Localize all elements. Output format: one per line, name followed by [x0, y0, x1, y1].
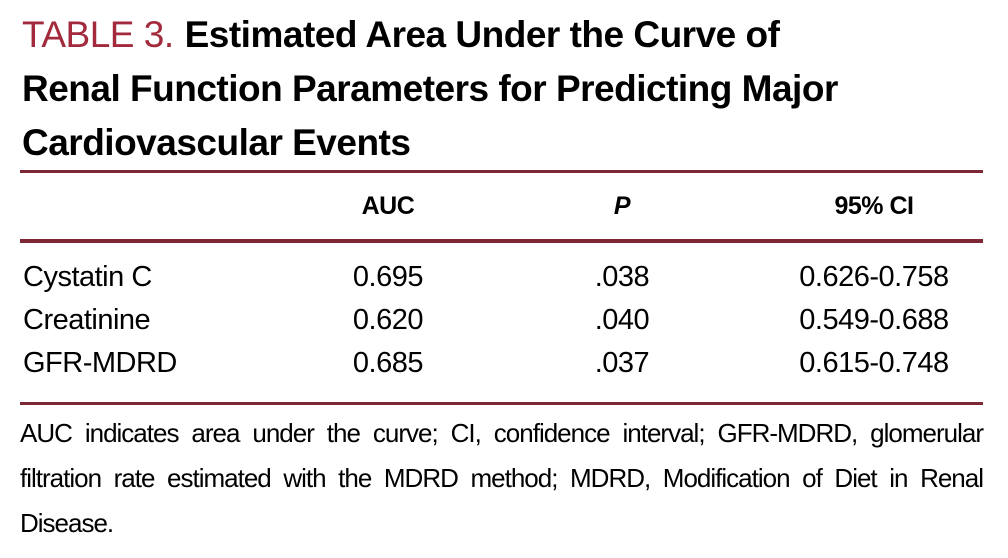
title-line-1: TABLE 3. Estimated Area Under the Curve o…: [22, 8, 1008, 62]
data-table: AUC P 95% CI Cystatin C 0.695 .038 0.626…: [20, 170, 983, 405]
cell-auc: 0.695: [352, 261, 424, 293]
table-number: TABLE 3.: [22, 14, 174, 55]
table-row-gfr-mdrd: GFR-MDRD 0.685 .037 0.615-0.748: [20, 342, 983, 385]
cell-p-value: .040: [594, 304, 650, 336]
column-header-p: P: [613, 191, 631, 220]
cell-parameter: Creatinine: [23, 304, 151, 336]
table-row-cystatin-c: Cystatin C 0.695 .038 0.626-0.758: [20, 256, 983, 299]
title-text-1: Estimated Area Under the Curve of: [184, 14, 780, 55]
cell-p-value: .038: [594, 261, 650, 293]
cell-p-value: .037: [594, 347, 650, 379]
cell-parameter: Cystatin C: [23, 261, 152, 293]
table-title: TABLE 3. Estimated Area Under the Curve o…: [22, 8, 1008, 170]
column-header-auc: AUC: [361, 191, 415, 220]
journal-table-figure: TABLE 3. Estimated Area Under the Curve o…: [20, 8, 1008, 538]
title-line-2: Renal Function Parameters for Predicting…: [22, 68, 838, 109]
cell-auc: 0.620: [352, 304, 424, 336]
table-footnote: AUC indicates area under the curve; CI, …: [20, 418, 984, 538]
title-line-3: Cardiovascular Events: [22, 122, 411, 163]
table-row-creatinine: Creatinine 0.620 .040 0.549-0.688: [20, 299, 983, 342]
table-body: Cystatin C 0.695 .038 0.626-0.758 Creati…: [20, 243, 983, 405]
column-header-ci: 95% CI: [834, 191, 914, 220]
cell-ci: 0.549-0.688: [799, 304, 949, 336]
header-row: AUC P 95% CI: [20, 170, 983, 243]
cell-auc: 0.685: [352, 347, 424, 379]
cell-ci: 0.626-0.758: [799, 261, 949, 293]
cell-parameter: GFR-MDRD: [23, 347, 177, 379]
cell-ci: 0.615-0.748: [799, 347, 949, 379]
